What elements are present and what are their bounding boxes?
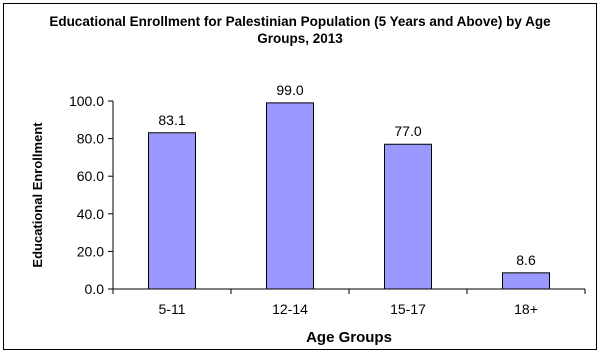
y-tick-label: 80.0 (77, 131, 104, 147)
data-label-18+: 8.6 (516, 252, 536, 268)
y-tick-label: 60.0 (77, 168, 104, 184)
x-axis-title: Age Groups (306, 329, 392, 346)
data-label-15-17: 77.0 (394, 123, 421, 139)
y-axis-title: Educational Enrollment (30, 122, 45, 268)
bar-15-17 (384, 143, 432, 290)
y-tick-label: 40.0 (77, 206, 104, 222)
data-label-12-14: 99.0 (276, 82, 303, 98)
x-tick-label-18+: 18+ (514, 301, 538, 317)
bar-18+ (502, 272, 550, 290)
bar-5-11 (148, 132, 196, 290)
bar-12-14 (266, 102, 314, 290)
x-tick-label-5-11: 5-11 (159, 301, 186, 317)
y-tick-label: 20.0 (77, 243, 104, 259)
y-tick-label: 100.0 (69, 93, 104, 109)
x-tick-label-12-14: 12-14 (272, 301, 308, 317)
y-tick-label: 0.0 (85, 281, 105, 297)
data-label-5-11: 83.1 (158, 112, 185, 128)
x-tick-label-15-17: 15-17 (390, 301, 426, 317)
chart-title: Educational Enrollment for Palestinian P… (49, 14, 551, 46)
